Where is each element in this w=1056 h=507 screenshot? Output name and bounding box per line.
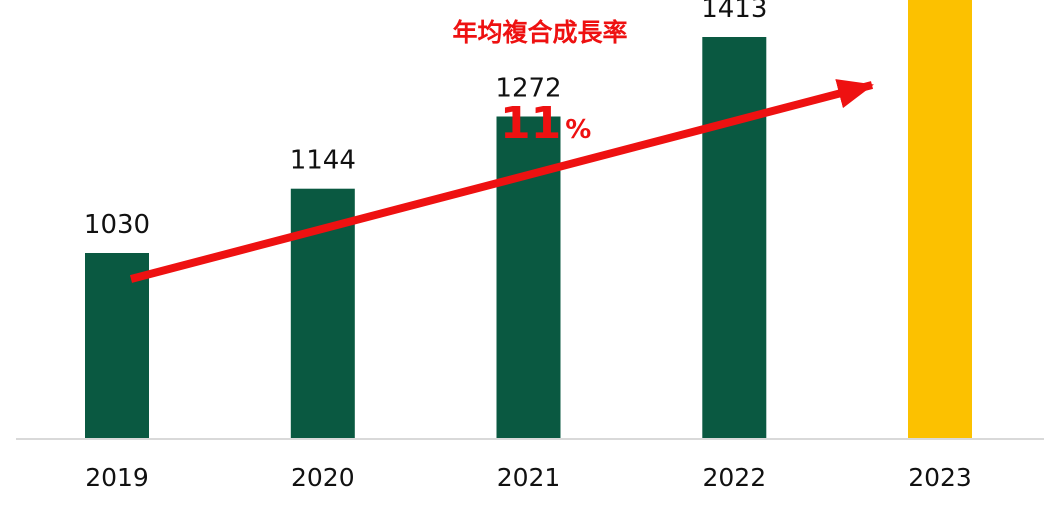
- bar-2019: [85, 253, 149, 439]
- value-label-2022: 1413: [701, 0, 767, 24]
- cagr-unit: %: [565, 115, 591, 145]
- value-label-2019: 1030: [84, 210, 150, 240]
- chart-title: 年均複合成長率: [452, 18, 627, 47]
- category-label-2023: 2023: [908, 463, 972, 492]
- bar-group: [85, 0, 972, 439]
- category-label-2020: 2020: [291, 463, 355, 492]
- value-label-2020: 1144: [290, 146, 356, 176]
- category-label-2019: 2019: [85, 463, 149, 492]
- category-label-group: 2019 2020 2021 2022 2023: [85, 463, 972, 492]
- bar-2021: [496, 116, 561, 439]
- value-label-2021: 1272: [495, 74, 561, 104]
- cagr-annotation: 11%: [500, 98, 591, 149]
- category-label-2021: 2021: [497, 463, 561, 492]
- bar-2023: [908, 0, 972, 439]
- category-label-2022: 2022: [702, 463, 766, 492]
- cagr-value: 11: [500, 98, 561, 149]
- value-label-group: 10301144127214131570: [84, 0, 767, 240]
- trend-arrow: [129, 79, 874, 283]
- bar-2022: [702, 37, 767, 439]
